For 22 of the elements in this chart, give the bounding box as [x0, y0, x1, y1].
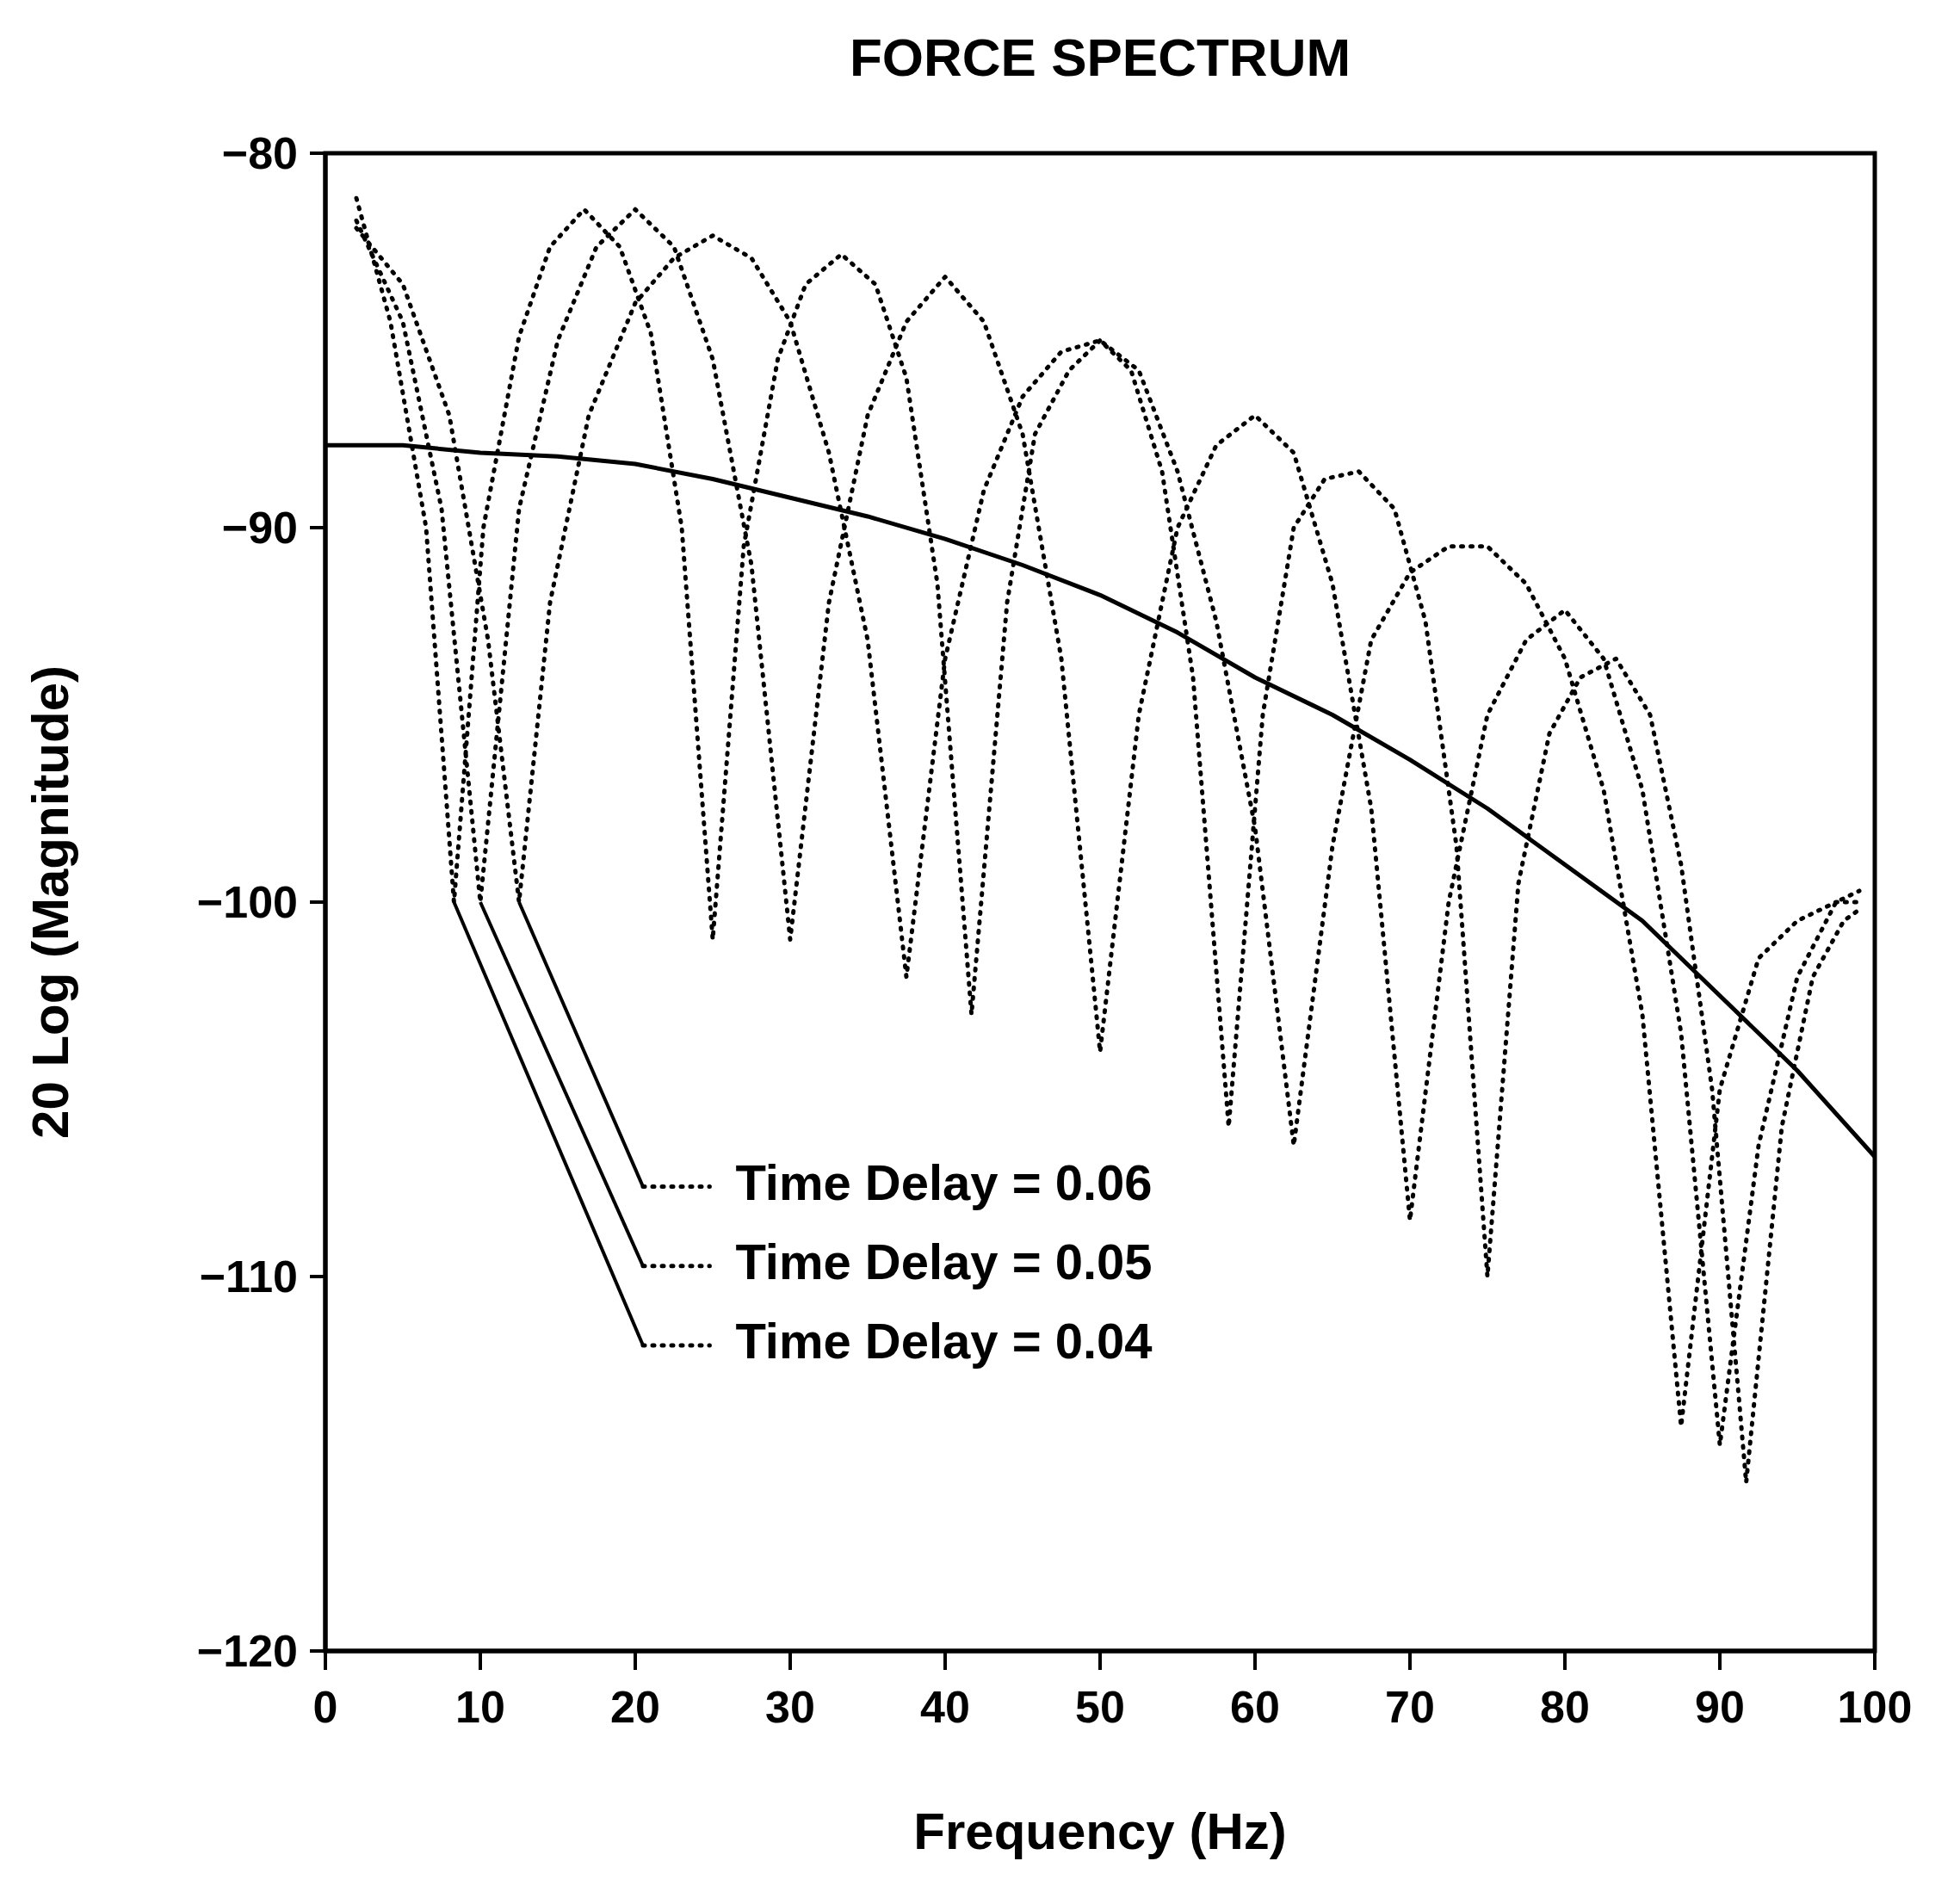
legend-label: Time Delay = 0.05: [735, 1234, 1153, 1290]
y-tick-label: −110: [199, 1252, 298, 1302]
x-tick-label: 90: [1695, 1681, 1745, 1732]
y-tick-label: −90: [221, 503, 298, 553]
x-tick-label: 30: [765, 1681, 815, 1732]
x-tick-label: 80: [1540, 1681, 1590, 1732]
x-tick-label: 60: [1230, 1681, 1280, 1732]
x-tick-label: 40: [920, 1681, 970, 1732]
x-axis-title: Frequency (Hz): [913, 1802, 1287, 1860]
x-tick-label: 50: [1075, 1681, 1125, 1732]
x-tick-label: 10: [455, 1681, 505, 1732]
x-tick-label: 20: [610, 1681, 660, 1732]
x-tick-label: 0: [312, 1681, 338, 1732]
x-tick-label: 70: [1385, 1681, 1435, 1732]
chart-title: FORCE SPECTRUM: [849, 28, 1351, 87]
x-tick-label: 100: [1837, 1681, 1913, 1732]
y-tick-label: −100: [196, 877, 298, 928]
y-tick-label: −80: [221, 128, 298, 179]
legend-label: Time Delay = 0.06: [735, 1153, 1153, 1210]
y-axis-title: 20 Log (Magnitude): [22, 665, 80, 1139]
y-tick-label: −120: [196, 1626, 298, 1677]
legend-label: Time Delay = 0.04: [735, 1313, 1153, 1370]
